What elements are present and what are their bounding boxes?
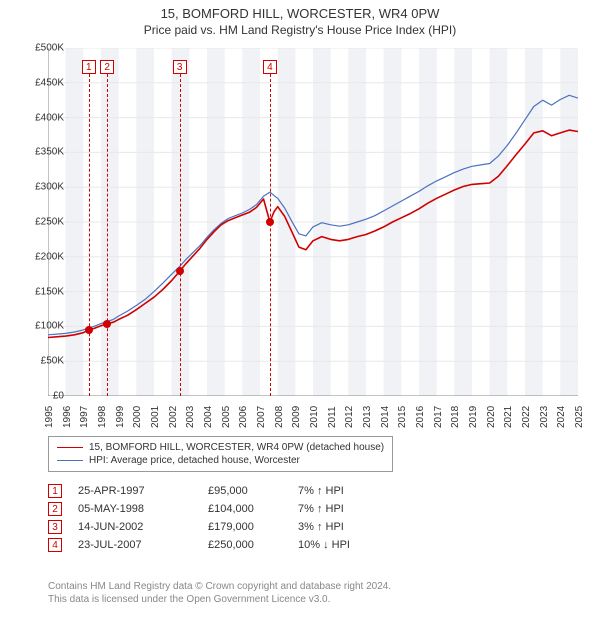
y-axis-tick-label: £350K — [20, 147, 64, 158]
sale-index-box: 3 — [48, 520, 62, 534]
sale-marker-box: 1 — [82, 60, 96, 74]
y-axis-tick-label: £400K — [20, 112, 64, 123]
x-axis-tick-label: 2021 — [503, 406, 514, 428]
sale-dot — [103, 320, 111, 328]
chart-canvas — [48, 48, 578, 396]
sale-marker-line — [180, 74, 181, 396]
sale-marker-line — [270, 74, 271, 396]
arrow-icon: ↑ — [317, 503, 323, 515]
x-axis-tick-label: 1996 — [62, 406, 73, 428]
x-axis-tick-label: 2013 — [362, 406, 373, 428]
y-axis-tick-label: £50K — [20, 356, 64, 367]
sale-dot — [85, 326, 93, 334]
x-axis-tick-label: 2014 — [380, 406, 391, 428]
arrow-icon: ↓ — [323, 539, 329, 551]
x-axis-tick-label: 2012 — [344, 406, 355, 428]
y-axis-tick-label: £500K — [20, 43, 64, 54]
chart-title: 15, BOMFORD HILL, WORCESTER, WR4 0PW — [0, 6, 600, 21]
y-axis-tick-label: £0 — [20, 391, 64, 402]
sales-table-row: 4 23-JUL-2007£250,00010% ↓ HPI — [48, 538, 388, 552]
sale-price: £95,000 — [208, 485, 298, 497]
legend-label: HPI: Average price, detached house, Worc… — [89, 455, 300, 466]
x-axis-tick-label: 1998 — [97, 406, 108, 428]
y-axis-tick-label: £150K — [20, 286, 64, 297]
x-axis-tick-label: 2008 — [274, 406, 285, 428]
legend-item: 15, BOMFORD HILL, WORCESTER, WR4 0PW (de… — [57, 441, 384, 454]
legend-swatch — [57, 460, 83, 461]
legend: 15, BOMFORD HILL, WORCESTER, WR4 0PW (de… — [48, 436, 393, 472]
x-axis-tick-label: 1995 — [44, 406, 55, 428]
x-axis-tick-label: 2009 — [291, 406, 302, 428]
x-axis-tick-label: 2022 — [521, 406, 532, 428]
x-axis-tick-label: 2023 — [539, 406, 550, 428]
sale-marker-box: 2 — [100, 60, 114, 74]
sale-dot — [266, 218, 274, 226]
legend-item: HPI: Average price, detached house, Worc… — [57, 454, 384, 467]
sale-date: 14-JUN-2002 — [78, 521, 208, 533]
sale-marker-line — [89, 74, 90, 396]
sale-index-box: 2 — [48, 502, 62, 516]
y-axis-tick-label: £300K — [20, 182, 64, 193]
sales-table-row: 2 05-MAY-1998£104,0007% ↑ HPI — [48, 502, 388, 516]
legend-swatch — [57, 447, 83, 448]
footer-line: This data is licensed under the Open Gov… — [48, 593, 391, 606]
sale-delta: 7% ↑ HPI — [298, 503, 388, 515]
x-axis-tick-label: 2017 — [433, 406, 444, 428]
x-axis-tick-label: 2020 — [486, 406, 497, 428]
x-axis-tick-label: 2000 — [132, 406, 143, 428]
sale-delta: 3% ↑ HPI — [298, 521, 388, 533]
sale-price: £179,000 — [208, 521, 298, 533]
sale-marker-box: 3 — [173, 60, 187, 74]
sales-table-row: 1 25-APR-1997£95,0007% ↑ HPI — [48, 484, 388, 498]
footer-line: Contains HM Land Registry data © Crown c… — [48, 580, 391, 593]
x-axis-tick-label: 2011 — [327, 406, 338, 428]
arrow-icon: ↑ — [317, 521, 323, 533]
x-axis-tick-label: 1999 — [115, 406, 126, 428]
y-axis-tick-label: £450K — [20, 77, 64, 88]
sale-price: £104,000 — [208, 503, 298, 515]
sale-delta: 10% ↓ HPI — [298, 539, 388, 551]
x-axis-tick-label: 2018 — [450, 406, 461, 428]
sale-marker-line — [107, 74, 108, 396]
x-axis-tick-label: 2019 — [468, 406, 479, 428]
sale-date: 23-JUL-2007 — [78, 539, 208, 551]
x-axis-tick-label: 2010 — [309, 406, 320, 428]
x-axis-tick-label: 2005 — [221, 406, 232, 428]
y-axis-tick-label: £200K — [20, 251, 64, 262]
sale-date: 05-MAY-1998 — [78, 503, 208, 515]
x-axis-tick-label: 2015 — [397, 406, 408, 428]
sales-table: 125-APR-1997£95,0007% ↑ HPI205-MAY-1998£… — [48, 484, 388, 556]
arrow-icon: ↑ — [317, 485, 323, 497]
chart-subtitle: Price paid vs. HM Land Registry's House … — [0, 23, 600, 37]
sales-table-row: 3 14-JUN-2002£179,0003% ↑ HPI — [48, 520, 388, 534]
footer-attribution: Contains HM Land Registry data © Crown c… — [48, 580, 391, 606]
x-axis-tick-label: 2007 — [256, 406, 267, 428]
legend-label: 15, BOMFORD HILL, WORCESTER, WR4 0PW (de… — [89, 442, 384, 453]
sale-dot — [176, 267, 184, 275]
sale-price: £250,000 — [208, 539, 298, 551]
x-axis-tick-label: 2016 — [415, 406, 426, 428]
x-axis-tick-label: 2001 — [150, 406, 161, 428]
x-axis-tick-label: 2024 — [556, 406, 567, 428]
y-axis-tick-label: £100K — [20, 321, 64, 332]
sale-index-box: 4 — [48, 538, 62, 552]
x-axis-tick-label: 2002 — [168, 406, 179, 428]
y-axis-tick-label: £250K — [20, 217, 64, 228]
x-axis-tick-label: 2003 — [185, 406, 196, 428]
x-axis-tick-label: 1997 — [79, 406, 90, 428]
sale-delta: 7% ↑ HPI — [298, 485, 388, 497]
sale-index-box: 1 — [48, 484, 62, 498]
x-axis-tick-label: 2004 — [203, 406, 214, 428]
x-axis-tick-label: 2006 — [238, 406, 249, 428]
x-axis-tick-label: 2025 — [574, 406, 585, 428]
sale-marker-box: 4 — [263, 60, 277, 74]
sale-date: 25-APR-1997 — [78, 485, 208, 497]
